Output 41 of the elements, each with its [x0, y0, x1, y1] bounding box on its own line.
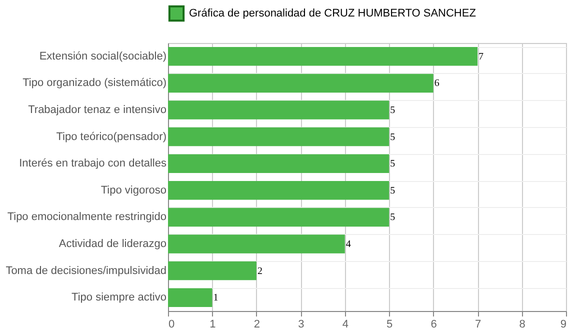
data-label: 7 — [478, 51, 484, 62]
x-tick-label: 8 — [519, 318, 526, 330]
x-tick-label: 5 — [386, 318, 393, 330]
x-tick-label: 4 — [342, 318, 348, 330]
y-tick-label: Interés en trabajo con detalles — [19, 158, 167, 170]
data-label: 2 — [257, 266, 262, 277]
data-label: 5 — [390, 212, 396, 224]
bar — [168, 74, 434, 93]
legend-label: Gráfica de personalidad de CRUZ HUMBERTO SANCHEZ — [189, 8, 476, 20]
data-label: 5 — [390, 158, 396, 170]
bar — [168, 234, 345, 254]
y-tick-label: Tipo vigoroso — [100, 184, 166, 196]
y-tick-label: Tipo emocionalmente restringido — [7, 211, 166, 224]
x-tick-label: 3 — [298, 318, 304, 330]
data-label: 5 — [390, 132, 396, 143]
y-tick-label: Actividad de liderazgo — [58, 238, 166, 250]
x-tick-label: 2 — [254, 318, 260, 330]
bar — [168, 100, 390, 120]
bar — [168, 261, 256, 280]
y-tick-label: Tipo organizado (sistemático) — [22, 77, 166, 90]
bar — [168, 181, 390, 200]
data-label: 4 — [346, 239, 351, 250]
y-tick-label: Toma de decisiones/impulsividad — [6, 264, 166, 277]
data-label: 5 — [390, 105, 396, 116]
data-label: 6 — [434, 78, 440, 90]
bar — [168, 208, 390, 227]
x-tick-label: 1 — [210, 318, 216, 330]
bar — [168, 47, 478, 66]
y-tick-label: Tipo siempre activo — [72, 292, 166, 304]
x-tick-label: 9 — [560, 318, 566, 330]
data-label: 1 — [213, 292, 218, 304]
bar — [168, 127, 390, 146]
bar — [168, 154, 390, 173]
y-tick-label: Trabajador tenaz e intensivo — [28, 104, 166, 116]
x-tick-label: 6 — [430, 318, 437, 330]
bar — [168, 288, 212, 307]
x-tick-label: 0 — [168, 318, 175, 330]
y-tick-label: Tipo teórico(pensador) — [56, 130, 166, 143]
x-tick-label: 7 — [474, 318, 482, 330]
data-label: 5 — [390, 185, 396, 196]
y-tick-label: Extensión social(sociable) — [39, 50, 166, 62]
